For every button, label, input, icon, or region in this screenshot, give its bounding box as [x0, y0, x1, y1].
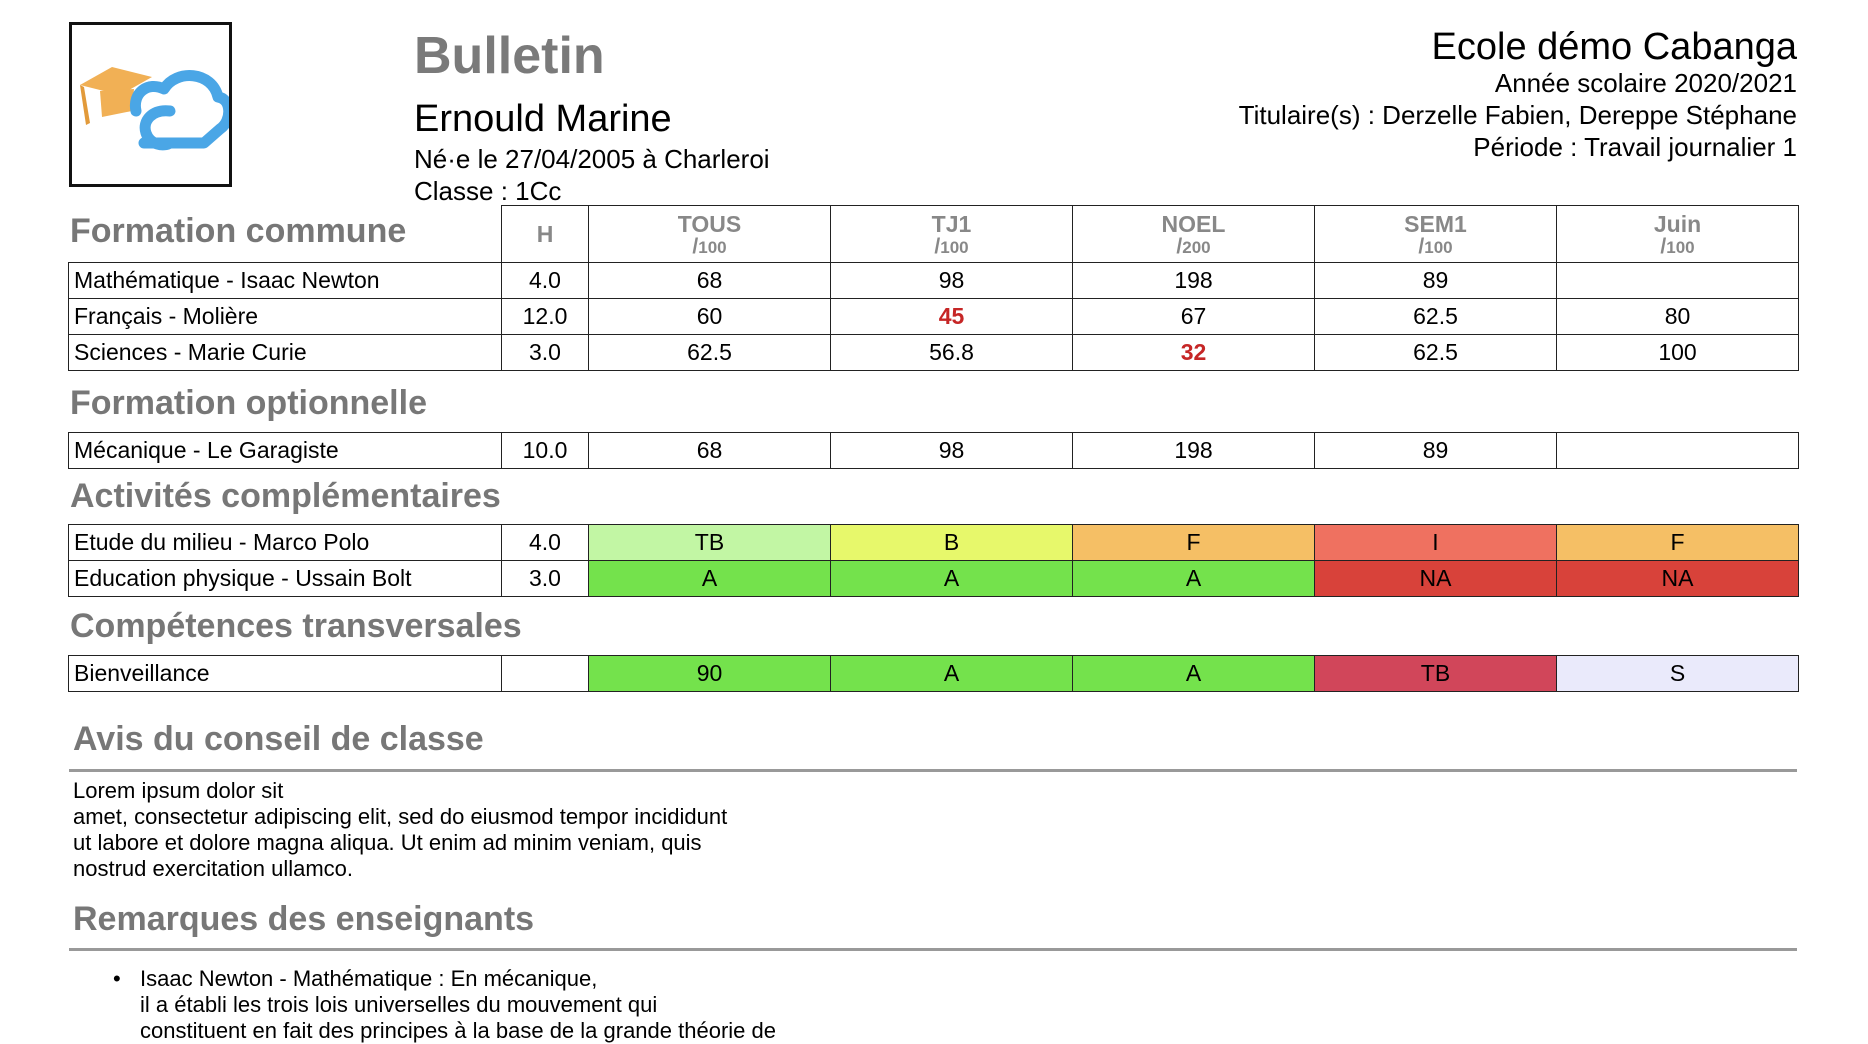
table-row: Mathématique - Isaac Newton 4.0 68 98 19… — [68, 262, 1799, 299]
grade-cell: 60 — [588, 298, 831, 335]
table-row: Bienveillance 90 A A TB S — [68, 655, 1799, 692]
grade-cell: F — [1072, 524, 1315, 561]
text-line: nostrud exercitation ullamco. — [73, 856, 354, 881]
grade-cell: A — [1072, 560, 1315, 597]
grade-cell-failing: 45 — [830, 298, 1073, 335]
grades-table-competences-transversales: Bienveillance 90 A A TB S — [68, 655, 1799, 692]
grade-cell: F — [1556, 524, 1799, 561]
period-header: NOEL/200 — [1072, 205, 1315, 263]
section-title-avis-conseil: Avis du conseil de classe — [73, 720, 484, 758]
grade-cell — [1556, 432, 1799, 469]
grade-cell: 198 — [1072, 262, 1315, 299]
graduation-cloud-icon — [80, 67, 229, 151]
grade-cell: S — [1556, 655, 1799, 692]
school-year: Année scolaire 2020/2021 — [1494, 68, 1797, 98]
bullet-icon: • — [113, 966, 121, 991]
bulletin-title: Bulletin — [414, 27, 605, 85]
grade-cell: 100 — [1556, 334, 1799, 371]
grade-cell: TB — [588, 524, 831, 561]
section-title-competences-transversales: Compétences transversales — [70, 607, 522, 645]
divider — [69, 948, 1797, 951]
subject-cell: Français - Molière — [68, 298, 502, 335]
school-logo — [69, 22, 232, 187]
grade-cell: 89 — [1314, 432, 1557, 469]
hours-cell: 3.0 — [501, 334, 589, 371]
grade-cell: 56.8 — [830, 334, 1073, 371]
section-title-remarques-enseignants: Remarques des enseignants — [73, 900, 535, 938]
hours-header: H — [501, 205, 589, 263]
grade-cell: 67 — [1072, 298, 1315, 335]
table-row: Etude du milieu - Marco Polo 4.0 TB B F … — [68, 524, 1799, 561]
section-title-formation-optionnelle: Formation optionnelle — [70, 384, 427, 422]
grade-cell: 62.5 — [1314, 334, 1557, 371]
text-line: Lorem ipsum dolor sit — [73, 778, 284, 803]
grade-cell: B — [830, 524, 1073, 561]
grades-table-formation-commune: Mathématique - Isaac Newton 4.0 68 98 19… — [68, 262, 1799, 371]
grade-cell: NA — [1314, 560, 1557, 597]
table-row: Mécanique - Le Garagiste 10.0 68 98 198 … — [68, 432, 1799, 469]
table-row: Education physique - Ussain Bolt 3.0 A A… — [68, 560, 1799, 597]
class-teachers: Titulaire(s) : Derzelle Fabien, Dereppe … — [1238, 100, 1797, 130]
grades-column-header: H TOUS/100 TJ1/100 NOEL/200 SEM1/100 Jui… — [501, 205, 1799, 263]
divider — [69, 769, 1797, 772]
period-header: TOUS/100 — [588, 205, 831, 263]
text-line: ut labore et dolore magna aliqua. Ut eni… — [73, 830, 702, 855]
student-name: Ernould Marine — [414, 98, 672, 140]
grade-cell: 68 — [588, 262, 831, 299]
period-header: Juin/100 — [1556, 205, 1799, 263]
table-row: Français - Molière 12.0 60 45 67 62.5 80 — [68, 298, 1799, 335]
period-header: TJ1/100 — [830, 205, 1073, 263]
grade-cell: 98 — [830, 262, 1073, 299]
subject-cell: Etude du milieu - Marco Polo — [68, 524, 502, 561]
report-period: Période : Travail journalier 1 — [1473, 132, 1797, 162]
grade-cell: A — [830, 655, 1073, 692]
grade-cell: A — [1072, 655, 1315, 692]
hours-cell — [501, 655, 589, 692]
table-row: Sciences - Marie Curie 3.0 62.5 56.8 32 … — [68, 334, 1799, 371]
section-title-formation-commune: Formation commune — [70, 212, 407, 250]
grade-cell: 98 — [830, 432, 1073, 469]
text-line: constituent en fait des principes à la b… — [140, 1018, 776, 1043]
hours-cell: 10.0 — [501, 432, 589, 469]
grades-table-activites-complementaires: Etude du milieu - Marco Polo 4.0 TB B F … — [68, 524, 1799, 597]
subject-cell: Sciences - Marie Curie — [68, 334, 502, 371]
text-line: amet, consectetur adipiscing elit, sed d… — [73, 804, 728, 829]
hours-cell: 3.0 — [501, 560, 589, 597]
grade-cell: A — [830, 560, 1073, 597]
hours-cell: 12.0 — [501, 298, 589, 335]
grade-cell: TB — [1314, 655, 1557, 692]
school-name: Ecole démo Cabanga — [1431, 26, 1797, 68]
teacher-remark: Isaac Newton - Mathématique : En mécaniq… — [140, 966, 776, 1044]
subject-cell: Mécanique - Le Garagiste — [68, 432, 502, 469]
section-title-activites-complementaires: Activités complémentaires — [70, 477, 501, 515]
subject-cell: Education physique - Ussain Bolt — [68, 560, 502, 597]
hours-cell: 4.0 — [501, 262, 589, 299]
grade-cell: NA — [1556, 560, 1799, 597]
period-header: SEM1/100 — [1314, 205, 1557, 263]
student-class: Classe : 1Cc — [414, 176, 562, 206]
grades-table-formation-optionnelle: Mécanique - Le Garagiste 10.0 68 98 198 … — [68, 432, 1799, 469]
grade-cell: 68 — [588, 432, 831, 469]
grade-cell: I — [1314, 524, 1557, 561]
grade-cell — [1556, 262, 1799, 299]
grade-cell: 62.5 — [1314, 298, 1557, 335]
grade-cell: 80 — [1556, 298, 1799, 335]
grade-cell-failing: 32 — [1072, 334, 1315, 371]
grade-cell: 90 — [588, 655, 831, 692]
grade-cell: 198 — [1072, 432, 1315, 469]
subject-cell: Mathématique - Isaac Newton — [68, 262, 502, 299]
text-line: Isaac Newton - Mathématique : En mécaniq… — [140, 966, 598, 991]
text-line: il a établi les trois lois universelles … — [140, 992, 658, 1017]
council-opinion-text: Lorem ipsum dolor sit amet, consectetur … — [73, 778, 727, 882]
subject-cell: Bienveillance — [68, 655, 502, 692]
grade-cell: 89 — [1314, 262, 1557, 299]
grade-cell: 62.5 — [588, 334, 831, 371]
hours-cell: 4.0 — [501, 524, 589, 561]
grade-cell: A — [588, 560, 831, 597]
student-birth: Né·e le 27/04/2005 à Charleroi — [414, 144, 770, 174]
